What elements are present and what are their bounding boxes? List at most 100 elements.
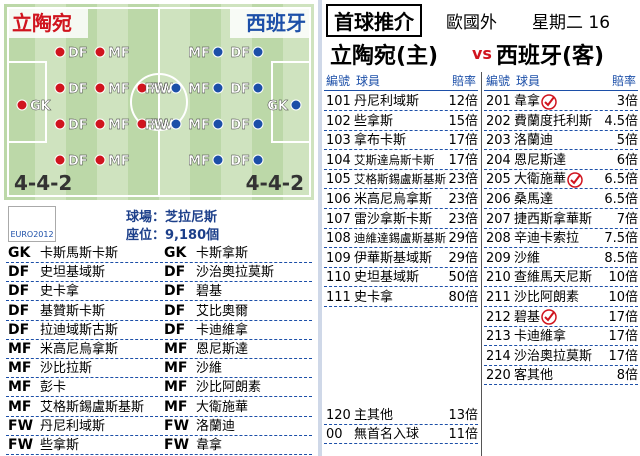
header-line <box>484 90 638 91</box>
player-name: 伊華斯基域斯 <box>354 250 433 266</box>
player-position: DF <box>68 46 88 61</box>
player-name: 米高尼烏拿斯 <box>354 192 433 207</box>
player-name: 無首名入球 <box>354 427 420 443</box>
bet-number: 103 <box>326 133 351 149</box>
odds: 17倍 <box>448 133 478 149</box>
player-name: 史卡拿 <box>40 284 80 300</box>
position: MF <box>164 341 188 357</box>
row-line <box>6 281 312 283</box>
home-team: 立陶宛 <box>12 11 72 35</box>
player-dot <box>252 82 264 94</box>
row-line <box>484 325 638 327</box>
player-name: 碧基 <box>196 284 223 300</box>
odds: 7.5倍 <box>604 231 638 247</box>
row-line <box>6 377 312 379</box>
player-name: 大衛施華 <box>514 170 583 189</box>
odds: 3倍 <box>616 94 638 109</box>
player-name: 韋拿 <box>196 438 223 453</box>
row-line <box>484 227 638 229</box>
row-line <box>324 443 478 445</box>
player-dot <box>252 46 264 58</box>
player-position: MF <box>188 154 210 169</box>
position: DF <box>164 302 186 319</box>
date: 星期二 16 <box>532 13 611 33</box>
bet-number: 101 <box>326 94 351 109</box>
odds: 8.5倍 <box>604 250 638 266</box>
odds-panel: 首球推介 歐國外 星期二 16 立陶宛(主) vs 西班牙(客) 編號 球員 賠率編… <box>322 0 640 456</box>
col-header: 編號 <box>326 74 351 88</box>
player-dot <box>136 118 148 130</box>
player-position: DF <box>230 82 250 97</box>
col-header: 球員 <box>356 74 381 88</box>
player-name: 捷西斯拿華斯 <box>514 211 593 227</box>
player-dot <box>290 99 302 111</box>
player-dot <box>54 118 66 130</box>
player-name: 沙治奧拉莫斯 <box>514 348 593 364</box>
odds: 13倍 <box>448 407 478 423</box>
bet-number: 105 <box>326 172 351 188</box>
row-line <box>6 300 312 302</box>
bet-number: 102 <box>326 113 351 129</box>
row-line <box>6 358 312 359</box>
bet-number: 202 <box>486 113 511 129</box>
player-name: 恩尼斯達 <box>514 152 567 168</box>
row-line <box>324 149 478 151</box>
player-dot <box>252 154 264 166</box>
row-line <box>6 396 312 398</box>
bet-number: 214 <box>486 348 511 364</box>
row-line <box>484 384 638 386</box>
player-name: 大衛施華 <box>196 399 249 415</box>
player-name: 雷沙拿斯卡斯 <box>354 211 433 227</box>
player-position: GK <box>267 99 289 114</box>
position: FW <box>8 417 34 434</box>
player-position: MF <box>188 118 210 133</box>
row-line <box>6 434 312 436</box>
player-position: DF <box>230 154 250 169</box>
position: MF <box>164 379 188 396</box>
bet-number: 206 <box>486 192 511 207</box>
col-header: 賠率 <box>611 74 636 88</box>
player-position: FW <box>145 118 168 133</box>
player-position: FW <box>150 82 173 97</box>
bet-number: 211 <box>486 290 511 305</box>
player-position: MF <box>108 118 130 133</box>
lineup-table: GK 卡斯馬斯卡斯 GK 卡斯拿斯 DF 史坦基域斯 DF 沙治奧拉莫斯 DF 史卡拿 DF 碧基 DF… <box>0 244 318 456</box>
player-dot <box>212 46 224 58</box>
position: DF <box>164 283 186 300</box>
position: GK <box>164 245 187 261</box>
row-line <box>6 338 312 340</box>
row-line <box>324 110 478 111</box>
bet-number: 104 <box>326 152 351 168</box>
player-position: MF <box>108 46 130 61</box>
league: 歐國外 <box>446 13 497 33</box>
position: FW <box>164 417 190 434</box>
row-line <box>324 227 478 229</box>
position: MF <box>8 341 32 357</box>
bet-number: 107 <box>326 211 351 227</box>
player-name: 洛蘭迪 <box>196 418 236 434</box>
player-name: 辛迪卡索拉 <box>514 231 580 247</box>
player-name: 恩尼斯達 <box>196 342 249 357</box>
away-formation: 4-4-2 <box>246 171 304 195</box>
bet-number: 106 <box>326 192 351 207</box>
position: DF <box>164 321 186 338</box>
odds: 7倍 <box>616 211 638 227</box>
row-line <box>484 266 638 268</box>
row-line <box>324 247 478 249</box>
player-name: 拿布卡斯 <box>354 133 407 149</box>
player-position: MF <box>188 46 210 61</box>
player-position: DF <box>68 118 88 133</box>
home-formation: 4-4-2 <box>14 171 72 195</box>
player-position: DF <box>230 46 250 61</box>
player-name: 些拿斯 <box>354 113 394 129</box>
player-name: 洛蘭迪 <box>514 133 554 149</box>
row-line <box>484 208 638 209</box>
row-line <box>324 306 478 307</box>
bet-number: 120 <box>326 407 351 423</box>
pick-mark <box>541 309 557 325</box>
bet-number: 110 <box>326 270 351 286</box>
player-name: 史坦基域斯 <box>354 270 420 286</box>
row-line <box>324 129 478 131</box>
player-name: 沙維 <box>196 361 223 377</box>
player-dot <box>212 154 224 166</box>
